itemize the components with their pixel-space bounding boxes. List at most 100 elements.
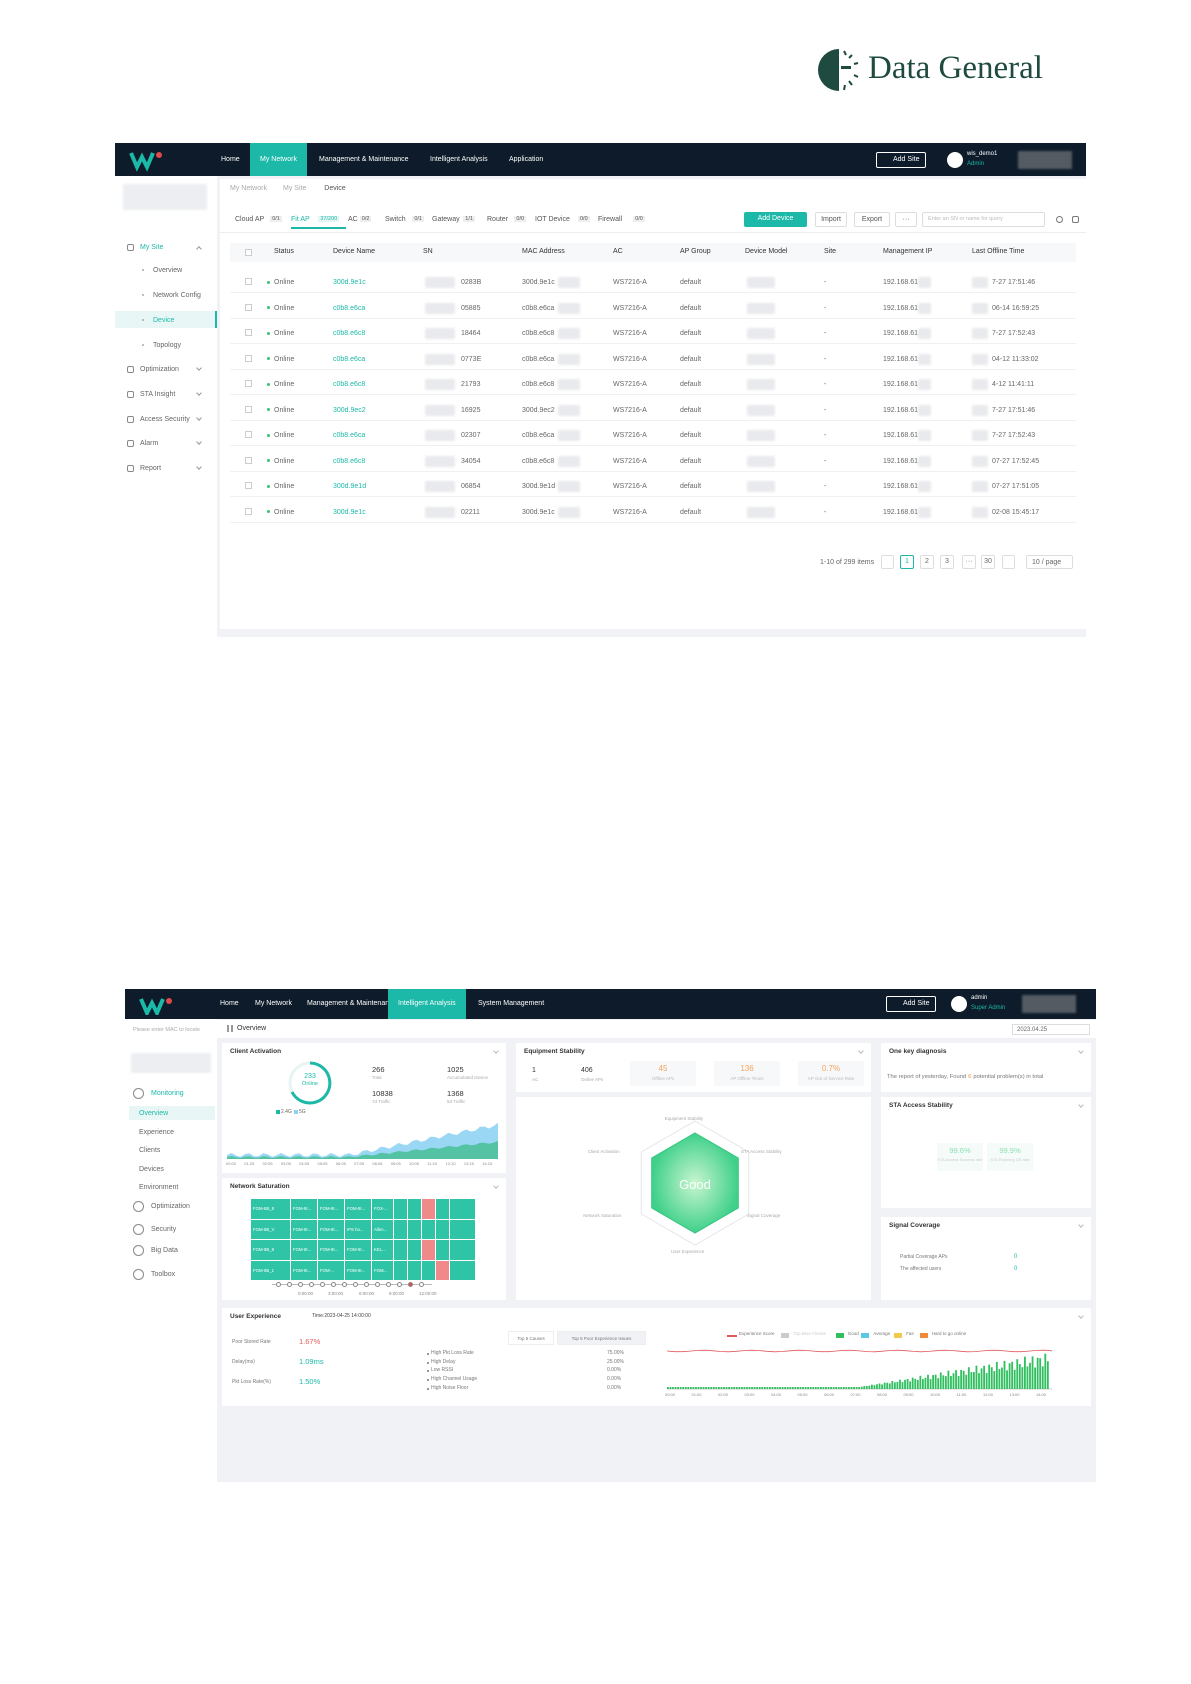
button-label[interactable]: Add Device xyxy=(757,215,794,222)
add-site-button[interactable]: Add Site xyxy=(876,151,926,168)
nav-item[interactable]: Management & Maintenance xyxy=(319,155,409,163)
device-link[interactable]: c0b8.e6c8 xyxy=(333,330,366,337)
page-button[interactable] xyxy=(881,555,894,569)
cause-value: 0.00% xyxy=(607,1376,622,1383)
cell: - xyxy=(824,279,827,286)
nav-item[interactable]: My Network xyxy=(255,1000,292,1007)
add-site-button[interactable]: Add Site xyxy=(886,996,936,1012)
device-link[interactable]: 300d.9ec2 xyxy=(333,406,366,414)
date-picker[interactable]: 2023.04.25 xyxy=(1012,1024,1090,1035)
tab-label[interactable]: Cloud AP xyxy=(235,216,265,223)
page-number[interactable]: 3 xyxy=(945,558,949,565)
page-button[interactable] xyxy=(1002,555,1015,569)
page-number[interactable]: 2 xyxy=(925,558,929,565)
sidebar-item[interactable]: Topology xyxy=(153,342,182,349)
device-link[interactable]: c0b8.e6c8 xyxy=(333,457,366,465)
sidebar-item[interactable]: STA Insight xyxy=(140,391,176,398)
sidebar-item[interactable]: Devices xyxy=(139,1166,164,1173)
tab-count: 37/200 xyxy=(318,216,340,222)
button-label[interactable]: ··· xyxy=(902,216,910,223)
button-label[interactable]: Import xyxy=(821,216,841,223)
sidebar-item[interactable]: Experience xyxy=(139,1129,175,1136)
nav-item[interactable]: Management & Maintenance xyxy=(307,1000,397,1007)
user-name: wis_demo1 xyxy=(967,150,998,157)
tab[interactable]: Top 5 Poor Experience Issues xyxy=(557,1331,646,1345)
tab-label[interactable]: Gateway xyxy=(432,216,460,223)
sidebar-item[interactable]: Clients xyxy=(139,1147,161,1154)
sidebar-item[interactable]: Environment xyxy=(139,1184,179,1191)
tab-label[interactable]: Switch xyxy=(385,216,406,223)
bar xyxy=(865,1385,868,1389)
device-link[interactable]: 300d.9e1c xyxy=(333,508,366,516)
sidebar-item[interactable]: Network Config xyxy=(153,292,201,299)
button[interactable]: Export xyxy=(854,212,890,227)
page-button[interactable]: 2 xyxy=(920,555,934,569)
nav-item[interactable]: Home xyxy=(220,1000,239,1007)
tab-label[interactable]: Router xyxy=(487,216,509,223)
cell: c0b8.e6ca xyxy=(522,304,555,312)
sidebar-item[interactable]: Overview xyxy=(139,1110,169,1117)
nav-item[interactable]: Intelligent Analysis xyxy=(398,1000,456,1007)
sidebar-item[interactable]: Alarm xyxy=(140,440,159,447)
button[interactable]: Import xyxy=(815,212,847,227)
page-number[interactable]: 30 xyxy=(984,558,992,565)
radar-axis-label: User Experience xyxy=(671,1249,705,1254)
nav-item[interactable]: Application xyxy=(509,155,544,163)
page-button[interactable]: 3 xyxy=(940,555,954,569)
tab-label[interactable]: Firewall xyxy=(598,216,623,223)
bar xyxy=(1046,1361,1049,1389)
page-number[interactable]: 1 xyxy=(905,558,909,565)
row-checkbox xyxy=(245,507,252,515)
sidebar-item[interactable]: Toolbox xyxy=(151,1271,176,1278)
sidebar-item[interactable]: Optimization xyxy=(151,1203,190,1210)
blurred-area xyxy=(972,404,988,416)
sidebar-item[interactable]: Big Data xyxy=(151,1247,178,1254)
device-link[interactable]: c0b8.e6ca xyxy=(333,355,366,363)
pagination-summary: 1-10 of 299 items xyxy=(820,559,875,566)
device-link[interactable]: c0b8.e6c8 xyxy=(333,381,366,388)
sidebar-item[interactable]: Access Security xyxy=(140,416,190,423)
nav-item[interactable]: Home xyxy=(221,155,240,163)
page-button[interactable]: 30 xyxy=(981,555,995,569)
button[interactable]: Add Device xyxy=(744,212,807,227)
tab-label[interactable]: Fit AP xyxy=(291,216,310,223)
tab-label[interactable]: IOT Device xyxy=(535,216,570,223)
breadcrumb-item[interactable]: My Site xyxy=(283,185,307,192)
column-header: Last Offline Time xyxy=(972,248,1025,255)
tab[interactable]: Top 5 Causes xyxy=(508,1331,554,1345)
page-size-label[interactable]: 10 / page xyxy=(1032,559,1062,566)
page-size[interactable]: 10 / page xyxy=(1026,555,1073,569)
experience-time: Time:2023-04-25 14:00:00 xyxy=(312,1313,371,1319)
nav-item[interactable]: My Network xyxy=(260,155,297,163)
tab-label[interactable]: AC xyxy=(348,216,358,223)
diagnosis-text: The report of yesterday, Found 6 potential… xyxy=(887,1074,1087,1083)
sidebar-item[interactable]: My Site xyxy=(140,244,164,251)
sidebar-item[interactable]: Overview xyxy=(153,267,183,274)
legend-swatch xyxy=(294,1110,298,1114)
add-site-label[interactable]: Add Site xyxy=(903,1000,930,1007)
device-link[interactable]: c0b8.e6ca xyxy=(333,304,366,312)
button-label[interactable]: Export xyxy=(861,216,883,223)
sidebar-item[interactable]: Security xyxy=(151,1226,177,1233)
page-number[interactable]: ··· xyxy=(965,558,973,565)
breadcrumb-item: Device xyxy=(324,185,346,192)
add-site-label[interactable]: Add Site xyxy=(893,155,920,163)
column-header: SN xyxy=(423,248,433,255)
breadcrumb-item[interactable]: My Network xyxy=(230,185,267,192)
device-link[interactable]: 300d.9e1c xyxy=(333,279,366,286)
tab-label[interactable]: Top 5 Causes xyxy=(517,1336,545,1341)
nav-item[interactable]: System Management xyxy=(478,1000,545,1007)
sidebar-item[interactable]: Monitoring xyxy=(151,1090,184,1097)
page-button[interactable]: 1 xyxy=(900,555,914,569)
sidebar-item[interactable]: Optimization xyxy=(140,366,179,373)
device-link[interactable]: 300d.9e1d xyxy=(333,483,367,490)
page-button[interactable]: ··· xyxy=(962,555,976,569)
search-box[interactable]: Enter an SN or name for query xyxy=(922,212,1045,227)
tab-label[interactable]: Top 5 Poor Experience Issues xyxy=(571,1336,632,1341)
nav-item[interactable]: Intelligent Analysis xyxy=(430,155,488,163)
sidebar-item[interactable]: Device xyxy=(153,317,175,324)
button[interactable]: ··· xyxy=(895,212,917,227)
kpi-value: 45 xyxy=(658,1064,668,1073)
sidebar-item[interactable]: Report xyxy=(140,465,162,472)
device-link[interactable]: c0b8.e6ca xyxy=(333,432,366,439)
